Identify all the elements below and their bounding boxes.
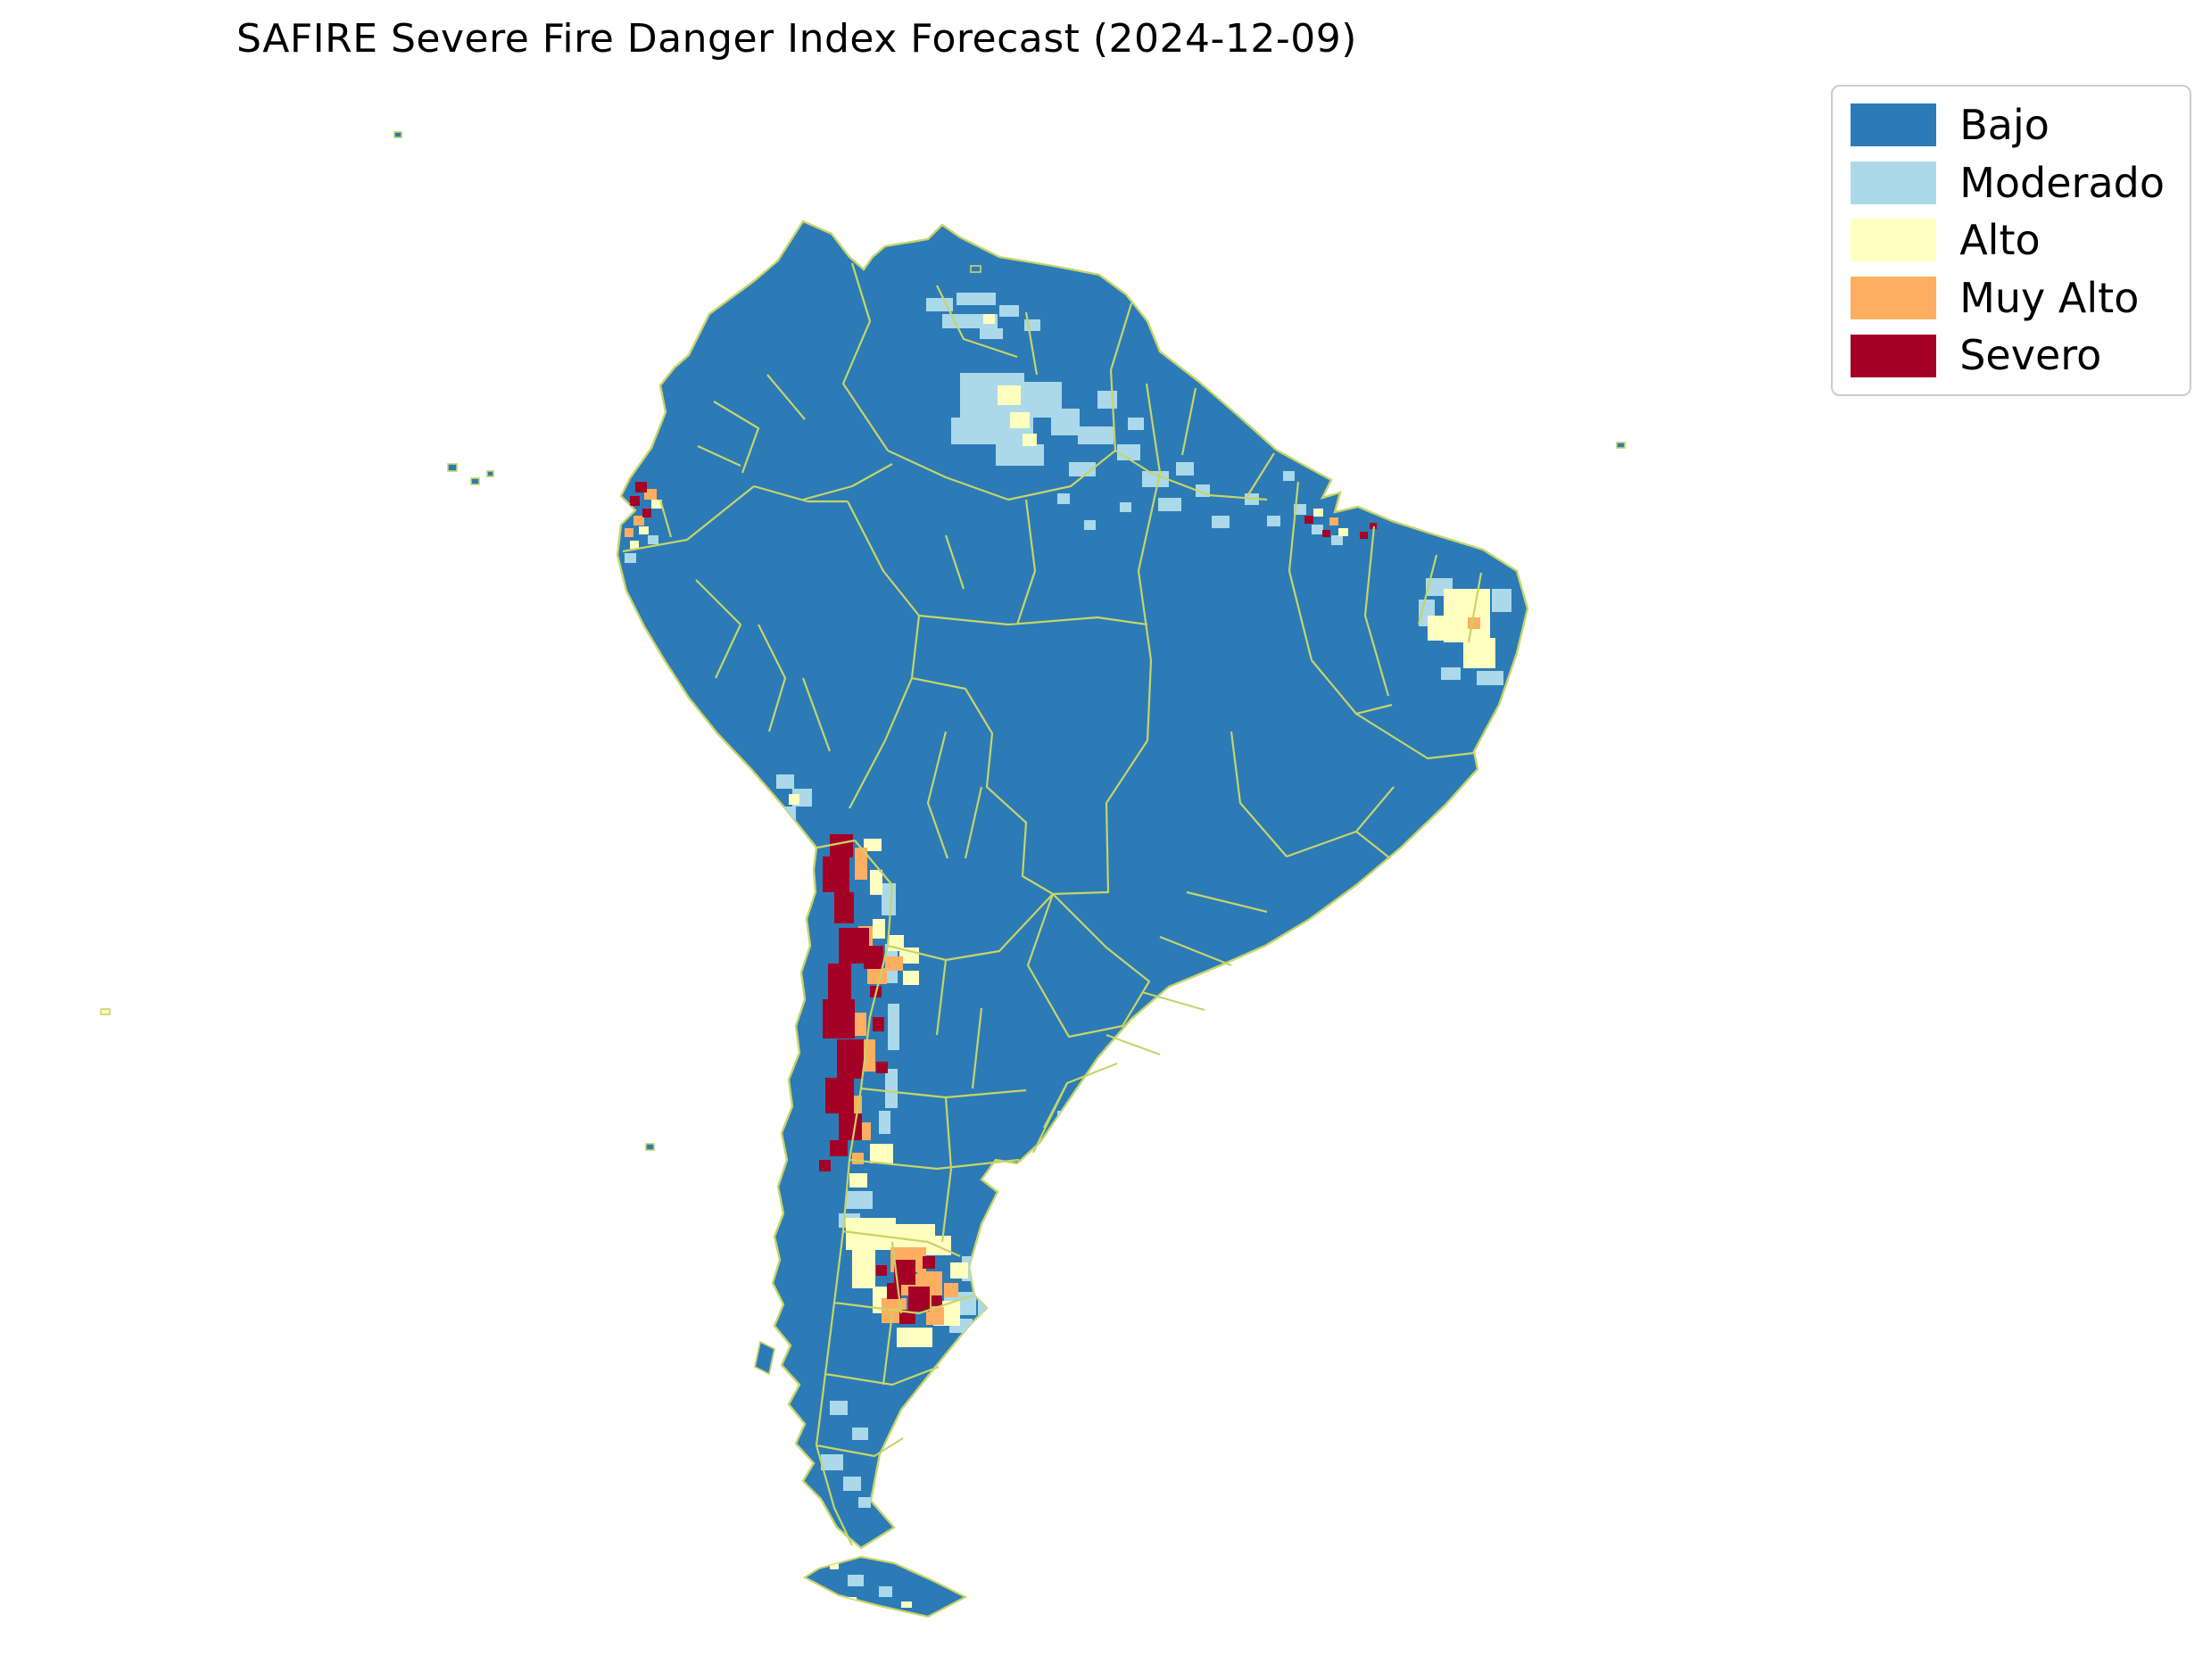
island-speck — [447, 463, 458, 472]
legend-swatch-alto — [1851, 219, 1937, 262]
legend-label-bajo: Bajo — [1959, 101, 2050, 149]
legend-label-alto: Alto — [1959, 216, 2041, 265]
legend-label-severo: Severo — [1959, 331, 2102, 380]
island-speck — [1616, 442, 1626, 449]
chiloe-island — [753, 1340, 776, 1376]
legend-item-muy-alto: Muy Alto — [1851, 276, 2165, 321]
legend-item-moderado: Moderado — [1851, 158, 2165, 207]
legend-item-alto: Alto — [1851, 218, 2165, 263]
island-speck — [393, 131, 402, 138]
island-speck — [100, 1008, 111, 1015]
legend-swatch-bajo — [1851, 103, 1937, 147]
legend-label-moderado: Moderado — [1959, 158, 2165, 207]
page-title: SAFIRE Severe Fire Danger Index Forecast… — [236, 16, 1357, 62]
island-speck — [970, 265, 981, 273]
legend-label-muy-alto: Muy Alto — [1959, 273, 2140, 322]
cells-severo — [630, 482, 1377, 1324]
danger-cells-layer — [625, 293, 1511, 1608]
island-speck — [645, 1143, 655, 1151]
island-speck — [470, 477, 480, 485]
legend-swatch-muy-alto — [1851, 277, 1937, 320]
legend-item-bajo: Bajo — [1851, 103, 2165, 148]
admin-boundaries — [622, 262, 1483, 1546]
legend-item-severo: Severo — [1851, 333, 2165, 378]
island-speck — [486, 470, 494, 477]
legend: Bajo Moderado Alto Muy Alto Severo — [1831, 85, 2191, 396]
legend-swatch-severo — [1851, 334, 1937, 377]
legend-swatch-moderado — [1851, 161, 1937, 204]
island-specks — [100, 131, 1626, 1151]
